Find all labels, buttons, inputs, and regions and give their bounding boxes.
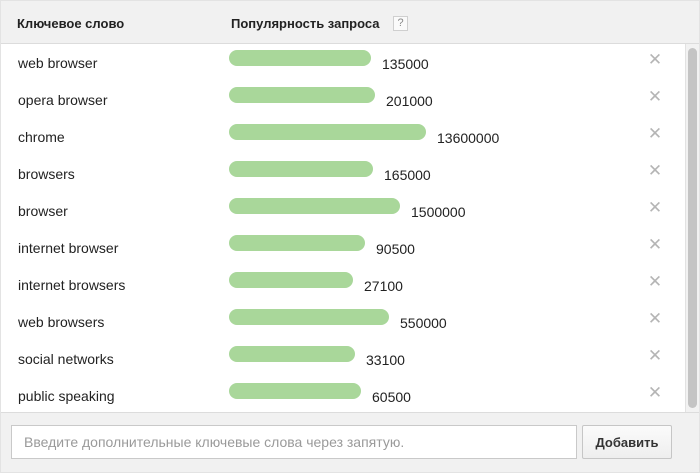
popularity-value: 13600000 — [437, 130, 500, 146]
popularity-value: 165000 — [384, 167, 431, 183]
keyword-row: web browser 135000 ✕ — [1, 47, 685, 84]
keyword-row: public speaking 60500 ✕ — [1, 380, 685, 412]
keyword-text: browser — [18, 203, 68, 219]
add-keywords-footer: Добавить — [1, 412, 699, 472]
close-icon[interactable]: ✕ — [647, 272, 663, 291]
popularity-bar — [229, 198, 400, 214]
popularity-value: 27100 — [364, 278, 403, 294]
keyword-row: internet browser 90500 ✕ — [1, 232, 685, 269]
popularity-bar — [229, 346, 355, 362]
popularity-value: 550000 — [400, 315, 447, 331]
add-button[interactable]: Добавить — [582, 425, 672, 459]
keyword-text: social networks — [18, 351, 114, 367]
popularity-bar — [229, 383, 361, 399]
keyword-row: opera browser 201000 ✕ — [1, 84, 685, 121]
close-icon[interactable]: ✕ — [647, 50, 663, 69]
keyword-text: public speaking — [18, 388, 115, 404]
keyword-text: internet browsers — [18, 277, 126, 293]
keyword-column-header: Ключевое слово — [17, 16, 125, 31]
popularity-value: 201000 — [386, 93, 433, 109]
scrollbar[interactable] — [685, 44, 699, 412]
close-icon[interactable]: ✕ — [647, 383, 663, 402]
popularity-value: 60500 — [372, 389, 411, 405]
popularity-bar — [229, 161, 373, 177]
close-icon[interactable]: ✕ — [647, 124, 663, 143]
popularity-value: 135000 — [382, 56, 429, 72]
close-icon[interactable]: ✕ — [647, 161, 663, 180]
popularity-value: 33100 — [366, 352, 405, 368]
keyword-text: web browser — [18, 55, 98, 71]
keyword-text: internet browser — [18, 240, 119, 256]
popularity-bar — [229, 124, 426, 140]
popularity-value: 90500 — [376, 241, 415, 257]
close-icon[interactable]: ✕ — [647, 309, 663, 328]
keyword-row: web browsers 550000 ✕ — [1, 306, 685, 343]
popularity-bar — [229, 87, 375, 103]
popularity-bar — [229, 50, 371, 66]
close-icon[interactable]: ✕ — [647, 346, 663, 365]
close-icon[interactable]: ✕ — [647, 198, 663, 217]
table-header: Ключевое слово Популярность запроса ? — [1, 1, 699, 44]
keyword-row: browser 1500000 ✕ — [1, 195, 685, 232]
keyword-list: web browser 135000 ✕ opera browser 201000 ✕ ch… — [1, 44, 685, 412]
close-icon[interactable]: ✕ — [647, 87, 663, 106]
keyword-text: opera browser — [18, 92, 108, 108]
close-icon[interactable]: ✕ — [647, 235, 663, 254]
keyword-row: chrome 13600000 ✕ — [1, 121, 685, 158]
popularity-value: 1500000 — [411, 204, 466, 220]
keyword-text: web browsers — [18, 314, 105, 330]
keyword-text: chrome — [18, 129, 65, 145]
popularity-bar — [229, 235, 365, 251]
keyword-text: browsers — [18, 166, 75, 182]
popularity-bar — [229, 272, 353, 288]
keyword-row: browsers 165000 ✕ — [1, 158, 685, 195]
keyword-row: internet browsers 27100 ✕ — [1, 269, 685, 306]
popularity-column-header: Популярность запроса — [231, 16, 380, 31]
scrollbar-thumb[interactable] — [688, 48, 697, 408]
popularity-bar — [229, 309, 389, 325]
keyword-row: social networks 33100 ✕ — [1, 343, 685, 380]
keywords-input[interactable] — [11, 425, 577, 459]
help-icon[interactable]: ? — [393, 16, 408, 31]
